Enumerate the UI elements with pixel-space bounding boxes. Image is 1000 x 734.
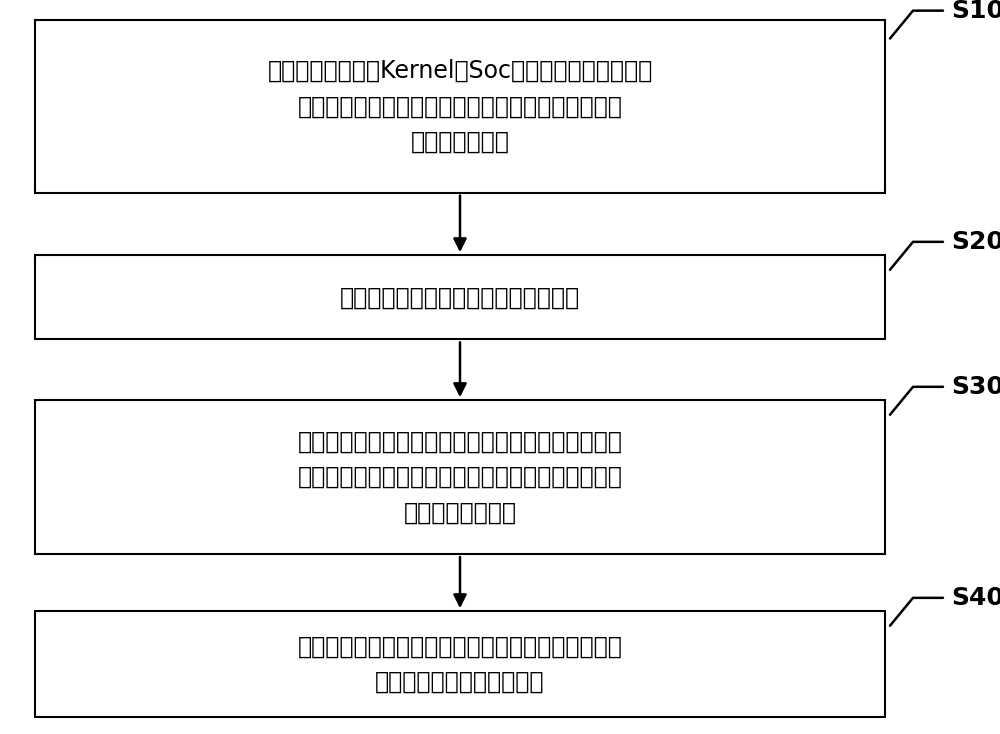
Text: 根据进程信息和日志信息生成重启日志，以根据重启: 根据进程信息和日志信息生成重启日志，以根据重启 (298, 635, 622, 658)
Text: 若异常标识与日志标识匹配成功，则根据日志标识查: 若异常标识与日志标识匹配成功，则根据日志标识查 (298, 430, 622, 454)
Bar (35, 20, 885, 192)
Bar (35, 400, 885, 554)
Text: S40: S40 (951, 586, 1000, 610)
Bar (35, 255, 885, 339)
Text: 对应位置的通信器件处于异常状态后，读取通信器件: 对应位置的通信器件处于异常状态后，读取通信器件 (298, 95, 622, 118)
Text: 当监测到移动终端Kernel层Soc模块中预设关键信息点: 当监测到移动终端Kernel层Soc模块中预设关键信息点 (267, 59, 653, 83)
Text: S20: S20 (951, 230, 1000, 254)
Bar (35, 611, 885, 718)
Text: S30: S30 (951, 375, 1000, 399)
Text: S10: S10 (951, 0, 1000, 23)
Text: 对应的异常标识: 对应的异常标识 (411, 130, 509, 153)
Text: 找与日志标识关联的日志信息，并获取与通信器件对: 找与日志标识关联的日志信息，并获取与通信器件对 (298, 465, 622, 489)
Text: 应进程的进程信息: 应进程的进程信息 (404, 501, 516, 524)
Text: 日志定位移动终端重启原因: 日志定位移动终端重启原因 (375, 670, 545, 694)
Text: 将异常标识与预存的日志标识进行匹配: 将异常标识与预存的日志标识进行匹配 (340, 286, 580, 309)
